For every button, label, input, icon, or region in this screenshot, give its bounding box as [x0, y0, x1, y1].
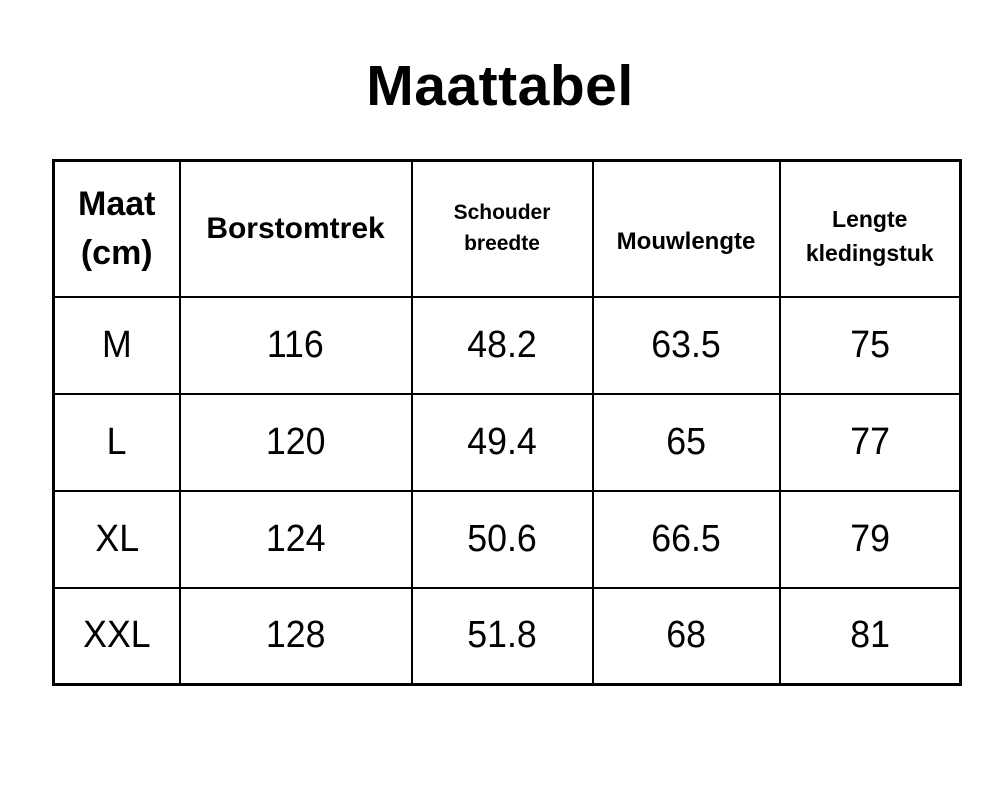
column-header-schouderbreedte: Schouder breedte [410, 159, 594, 298]
cell-value: 77 [849, 420, 890, 463]
borstomtrek-value: 120 [178, 392, 413, 492]
size-label: XL [52, 489, 181, 589]
table-row-xl: XL 124 50.6 66.5 79 [52, 489, 962, 589]
borstomtrek-value: 116 [178, 295, 413, 395]
lengte-kledingstuk-value: 75 [778, 295, 962, 395]
size-label: M [52, 295, 181, 395]
size-label-text: L [106, 420, 127, 463]
mouwlengte-value: 65 [591, 392, 781, 492]
size-label: XXL [52, 586, 181, 686]
mouwlengte-value: 68 [591, 586, 781, 686]
table-row-xxl: XXL 128 51.8 68 81 [52, 586, 962, 686]
mouwlengte-value: 63.5 [591, 295, 781, 395]
cell-value: 50.6 [467, 517, 537, 560]
table-row-l: L 120 49.4 65 77 [52, 392, 962, 492]
lengte-kledingstuk-value: 81 [778, 586, 962, 686]
schouderbreedte-value: 50.6 [410, 489, 594, 589]
cell-value: 68 [666, 614, 706, 657]
column-header-borstomtrek: Borstomtrek [178, 159, 413, 298]
cell-value: 79 [849, 517, 890, 560]
cell-value: 65 [666, 420, 706, 463]
cell-value: 124 [265, 517, 326, 560]
schouderbreedte-value: 49.4 [410, 392, 594, 492]
column-header-mouwlengte: Mouwlengte [591, 159, 781, 298]
borstomtrek-value: 128 [178, 586, 413, 686]
schouderbreedte-value: 51.8 [410, 586, 594, 686]
lengte-kledingstuk-value: 77 [778, 392, 962, 492]
lengte-kledingstuk-value: 79 [778, 489, 962, 589]
cell-value: 75 [849, 323, 890, 366]
cell-value: 63.5 [651, 323, 721, 366]
cell-value: 128 [265, 614, 326, 657]
size-table: Maat (cm) Borstomtrek Schouder breedte M… [52, 159, 962, 686]
cell-value: 120 [265, 420, 326, 463]
page-title: Maattabel [366, 54, 634, 118]
schouderbreedte-value: 48.2 [410, 295, 594, 395]
table-row-m: M 116 48.2 63.5 75 [52, 295, 962, 395]
borstomtrek-value: 124 [178, 489, 413, 589]
cell-value: 81 [849, 614, 890, 657]
cell-value: 66.5 [651, 517, 721, 560]
size-label-text: XL [94, 517, 139, 560]
size-label-text: XXL [82, 614, 151, 657]
size-label: L [52, 392, 181, 492]
cell-value: 116 [267, 323, 324, 366]
column-header-lengte-kledingstuk: Lengte kledingstuk [778, 159, 962, 298]
size-label-text: M [101, 323, 132, 366]
cell-value: 48.2 [467, 323, 537, 366]
mouwlengte-value: 66.5 [591, 489, 781, 589]
column-header-maat: Maat (cm) [52, 159, 181, 298]
cell-value: 49.4 [467, 420, 537, 463]
cell-value: 51.8 [467, 614, 537, 657]
table-header-row: Maat (cm) Borstomtrek Schouder breedte M… [52, 159, 962, 298]
